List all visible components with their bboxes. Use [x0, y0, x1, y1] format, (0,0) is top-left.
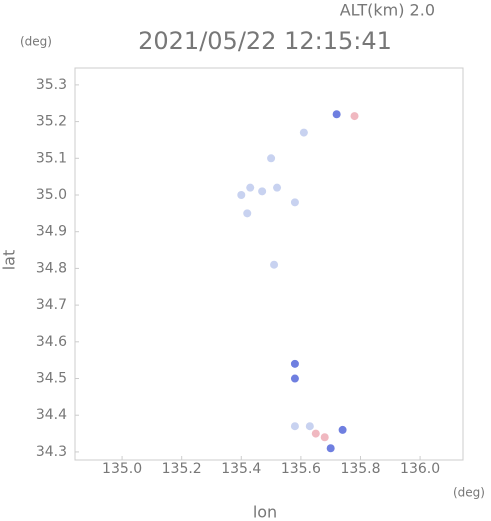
point: [299, 128, 308, 137]
y-tick-label: 34.7: [36, 297, 67, 313]
point: [237, 190, 246, 199]
point: [290, 422, 299, 431]
y-tick-label: 34.5: [36, 371, 67, 387]
x-unit: (deg): [453, 486, 485, 500]
x-tick-label: 135.0: [102, 461, 142, 477]
x-tick-label: 135.2: [162, 461, 202, 477]
y-tick-label: 35.1: [36, 150, 67, 166]
y-tick-label: 35.2: [36, 114, 67, 130]
point: [338, 425, 347, 434]
point: [332, 110, 341, 119]
point: [273, 183, 282, 192]
x-tick-label: 135.6: [281, 461, 321, 477]
point: [320, 433, 329, 442]
point: [243, 209, 252, 218]
y-tick-label: 35.3: [36, 77, 67, 93]
y-tick-label: 34.8: [36, 260, 67, 276]
x-tick-label: 135.8: [340, 461, 380, 477]
y-tick-label: 34.4: [36, 407, 67, 423]
point: [305, 422, 314, 431]
y-unit: (deg): [20, 35, 52, 49]
point: [290, 359, 299, 368]
y-tick-label: 35.0: [36, 187, 67, 203]
x-tick-label: 136.0: [400, 461, 440, 477]
point: [326, 444, 335, 453]
plot-frame: [74, 67, 464, 461]
subtitle: ALT(km) 2.0: [340, 1, 435, 20]
y-tick-label: 34.6: [36, 334, 67, 350]
y-axis-label: lat: [0, 250, 19, 271]
point: [267, 154, 276, 163]
x-axis-label: lon: [253, 503, 277, 521]
chart-title: 2021/05/22 12:15:41: [138, 27, 392, 55]
point: [270, 260, 279, 269]
y-tick-label: 34.9: [36, 224, 67, 240]
y-tick-label: 34.3: [36, 444, 67, 460]
x-tick-label: 135.4: [221, 461, 261, 477]
point: [290, 374, 299, 383]
point: [258, 187, 267, 196]
point: [290, 198, 299, 207]
point: [246, 183, 255, 192]
point: [350, 112, 359, 121]
point: [311, 429, 320, 438]
